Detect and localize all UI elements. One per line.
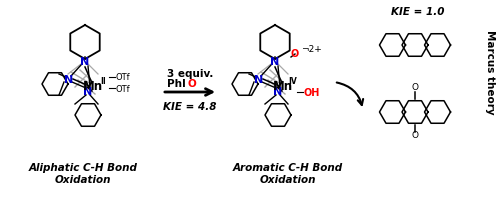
Text: PhI: PhI (167, 79, 186, 89)
Polygon shape (42, 73, 68, 95)
Text: Oxidation: Oxidation (260, 175, 316, 185)
Text: N: N (270, 57, 280, 67)
Text: Mn: Mn (83, 80, 103, 94)
Text: O: O (412, 84, 418, 92)
Text: Marcus theory: Marcus theory (485, 30, 495, 114)
Text: O: O (291, 49, 299, 59)
Text: 3 equiv.: 3 equiv. (167, 69, 213, 79)
Text: N: N (254, 75, 264, 85)
Polygon shape (424, 101, 450, 123)
Text: N: N (64, 75, 74, 85)
Text: N: N (80, 57, 90, 67)
Text: O: O (187, 79, 196, 89)
Polygon shape (424, 34, 450, 56)
Polygon shape (402, 34, 428, 56)
Text: II: II (100, 77, 106, 86)
Polygon shape (265, 104, 291, 126)
Polygon shape (380, 34, 406, 56)
Text: KIE = 1.0: KIE = 1.0 (391, 7, 445, 17)
Text: N: N (84, 87, 92, 97)
Text: OTf: OTf (115, 84, 130, 94)
Polygon shape (75, 104, 101, 126)
Polygon shape (402, 101, 428, 123)
Text: IV: IV (288, 77, 298, 86)
Text: OH: OH (303, 88, 320, 98)
Polygon shape (380, 101, 406, 123)
Text: Mn: Mn (273, 80, 293, 94)
Polygon shape (232, 73, 258, 95)
Text: N: N (274, 87, 282, 97)
Text: Aromatic C-H Bond: Aromatic C-H Bond (233, 163, 343, 173)
Text: KIE = 4.8: KIE = 4.8 (163, 102, 217, 112)
Text: Aliphatic C-H Bond: Aliphatic C-H Bond (28, 163, 138, 173)
Text: OTf: OTf (115, 72, 130, 82)
Text: Oxidation: Oxidation (55, 175, 111, 185)
Text: ¬2+: ¬2+ (301, 45, 322, 53)
Text: O: O (412, 132, 418, 140)
